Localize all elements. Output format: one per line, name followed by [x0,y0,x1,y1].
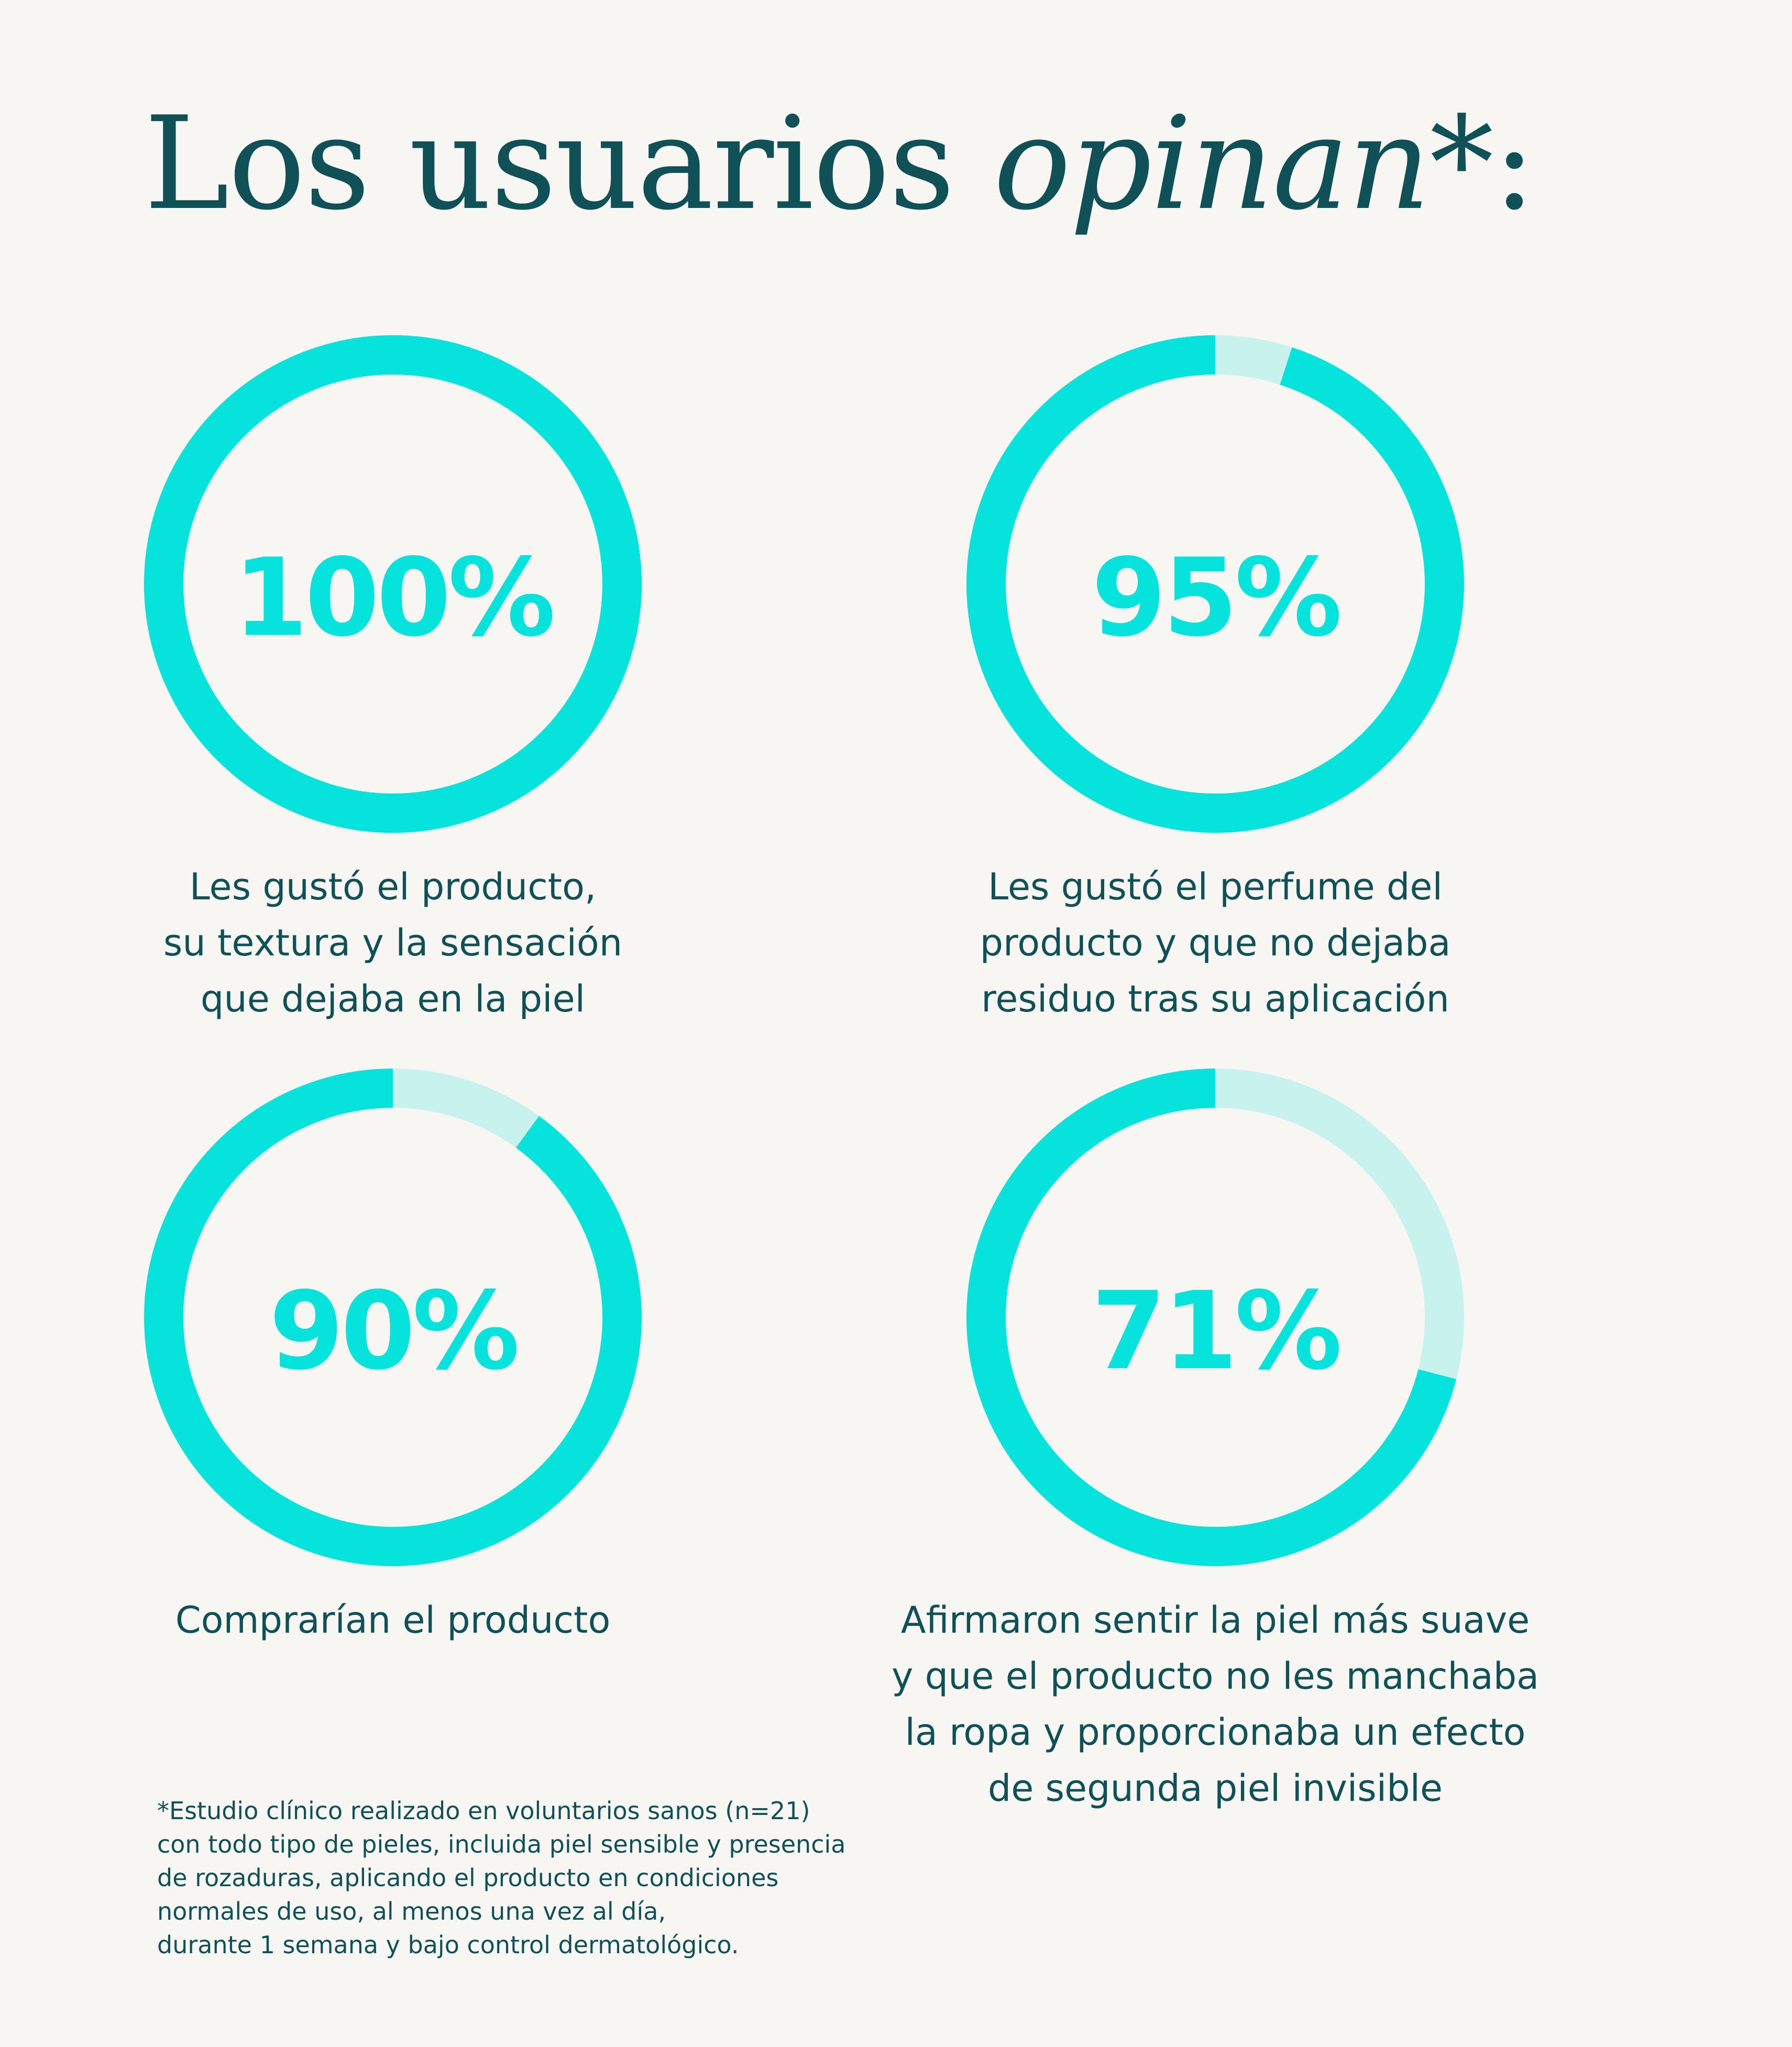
footnote-line: *Estudio clínico realizado en voluntario… [157,1797,810,1825]
description-line: de segunda piel invisible [987,1767,1443,1810]
percentage-label: 71% [1091,1269,1343,1394]
donut-filled-arc [966,335,1464,833]
stat-description: Comprarían el producto [0,1592,786,1648]
title-regular: Los usuarios [144,89,994,238]
description-line: que dejaba en la piel [200,977,586,1020]
description-line: producto y que no dejaba [980,921,1451,964]
percentage-label: 90% [269,1269,520,1394]
study-footnote: *Estudio clínico realizado en voluntario… [157,1794,845,1962]
footnote-line: normales de uso, al menos una vez al día… [157,1897,666,1925]
percentage-label: 100% [233,536,555,661]
donut-filled-arc [144,335,642,833]
footnote-line: de rozaduras, aplicando el producto en c… [157,1864,779,1892]
donut-filled-arc [144,1069,642,1566]
description-line: y que el producto no les manchaba [891,1655,1540,1698]
description-line: la ropa y proporcionaba un efecto [905,1711,1526,1754]
description-line: Afirmaron sentir la piel más suave [900,1599,1530,1642]
description-line: Les gustó el producto, [189,865,597,908]
description-line: residuo tras su aplicación [981,977,1449,1020]
donut-chart-95 [966,335,1464,833]
stat-description: Afirmaron sentir la piel más suave y que… [822,1592,1608,1817]
donut-chart-90 [144,1069,642,1566]
description-line: Les gustó el perfume del [988,865,1443,908]
footnote-line: durante 1 semana y bajo control dermatol… [157,1931,739,1959]
title-italic: opinan [993,89,1431,238]
description-line: su textura y la sensación [163,921,623,964]
stat-description: Les gustó el producto, su textura y la s… [0,859,786,1027]
title-suffix: *: [1430,89,1536,238]
stat-description: Les gustó el perfume del producto y que … [822,859,1608,1027]
donut-chart-100 [144,335,642,833]
donut-filled-arc [966,1069,1464,1566]
donut-chart-71 [966,1069,1464,1566]
footnote-line: con todo tipo de pieles, incluida piel s… [157,1830,846,1858]
description-line: Comprarían el producto [175,1599,611,1642]
page-title: Los usuarios opinan*: [144,100,1536,228]
percentage-label: 95% [1091,536,1343,661]
